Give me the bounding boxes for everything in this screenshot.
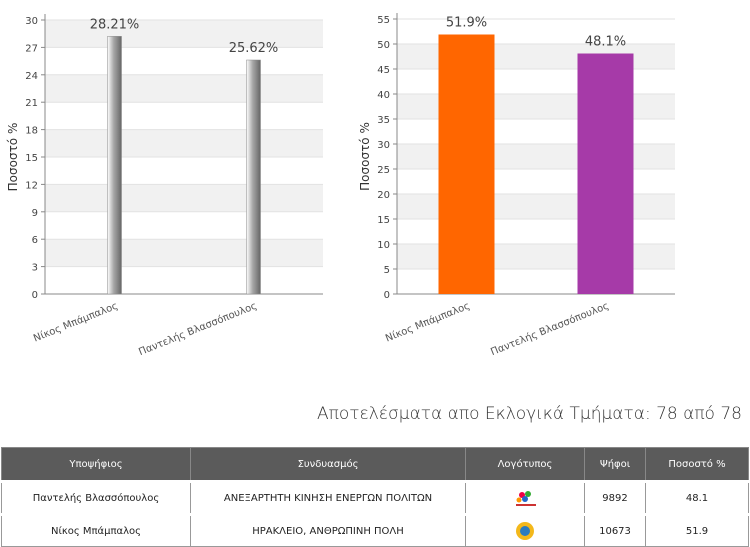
y-tick-label: 55 [377, 15, 390, 26]
y-tick-label: 21 [25, 98, 38, 109]
cell: 9892 [584, 480, 646, 515]
grid-band [45, 20, 323, 48]
y-axis-label: Ποσοστό % [6, 123, 20, 192]
data-label: 25.62% [229, 41, 279, 56]
grid-band [45, 74, 323, 103]
logo-cell [465, 513, 585, 547]
y-tick-label: 0 [32, 290, 38, 301]
data-label: 48.1% [585, 35, 626, 50]
logo-cell [465, 480, 585, 515]
cell: Νίκος Μπάμπαλος [1, 513, 191, 547]
results-table: Υποψήφιος Συνδυασμός Λογότυπος Ψήφοι Ποσ… [1, 447, 749, 547]
cell: Παντελής Βλασσόπουλος [1, 480, 191, 515]
charts: 0 3 6 9 12 15 18 21 24 27 30 Ποσοστό % 28.21% Νίκος Μ… [6, 13, 675, 358]
header-row: Υποψήφιος Συνδυασμός Λογότυπος Ψήφοι Ποσ… [1, 447, 749, 482]
y-tick-label: 10 [377, 240, 390, 251]
y-tick-label: 15 [25, 153, 38, 164]
table-row: Παντελής Βλασσόπουλος ΑΝΕΞΑΡΤΗΤΗ ΚΙΝΗΣΗ … [1, 480, 749, 515]
bar [438, 34, 495, 294]
x-tick-label: Παντελής Βλασσόπουλος [137, 300, 259, 358]
y-tick-label: 30 [377, 140, 390, 151]
y-tick-label: 24 [25, 71, 38, 82]
logo [516, 521, 534, 540]
table-row: Νίκος Μπάμπαλος ΗΡΑΚΛΕΙΟ, ΑΝΘΡΩΠΙΝΗ ΠΟΛΗ… [1, 513, 749, 547]
grid-band [45, 184, 323, 212]
column-header: Συνδυασμός [190, 447, 466, 482]
column-header: Ψήφοι [584, 447, 646, 482]
cell: 10673 [584, 513, 646, 547]
y-tick-label: 35 [377, 115, 390, 126]
logo [516, 490, 536, 506]
y-tick-label: 0 [384, 290, 390, 301]
y-tick-label: 3 [32, 263, 38, 274]
cell: ΑΝΕΞΑΡΤΗΤΗ ΚΙΝΗΣΗ ΕΝΕΡΓΩΝ ΠΟΛΙΤΩΝ [190, 480, 466, 515]
y-tick-label: 27 [25, 43, 38, 54]
grid-band [45, 129, 323, 157]
y-tick-label: 25 [377, 165, 390, 176]
y-tick-label: 12 [25, 180, 38, 191]
results-heading: Αποτελέσματα απο Εκλογικά Τμήματα: 78 απ… [317, 404, 742, 424]
y-tick-label: 6 [32, 235, 38, 246]
x-tick-label: Νίκος Μπάμπαλος [32, 300, 120, 345]
y-tick-label: 45 [377, 65, 390, 76]
x-tick-label: Παντελής Βλασσόπουλος [489, 300, 611, 358]
y-tick-label: 30 [25, 16, 38, 27]
cell: 48.1 [645, 480, 749, 515]
column-header: Λογότυπος [465, 447, 585, 482]
bar [577, 53, 634, 294]
y-tick-label: 50 [377, 40, 390, 51]
y-tick-label: 5 [384, 265, 390, 276]
cell: 51.9 [645, 513, 749, 547]
cell: ΗΡΑΚΛΕΙΟ, ΑΝΘΡΩΠΙΝΗ ΠΟΛΗ [190, 513, 466, 547]
grid-band [45, 239, 323, 267]
y-tick-label: 18 [25, 126, 38, 137]
page: 0 3 6 9 12 15 18 21 24 27 30 Ποσοστό % 28.21% Νίκος Μ… [1, 13, 749, 547]
y-axis-label: Ποσοστό % [358, 122, 372, 191]
data-label: 28.21% [90, 17, 140, 32]
y-tick-label: 15 [377, 215, 390, 226]
y-tick-label: 9 [32, 208, 38, 219]
bar [107, 36, 122, 295]
data-label: 51.9% [446, 16, 487, 31]
y-tick-label: 20 [377, 190, 390, 201]
bar [246, 59, 261, 295]
column-header: Υποψήφιος [1, 447, 191, 482]
x-tick-label: Νίκος Μπάμπαλος [384, 300, 472, 345]
column-header: Ποσοστό % [645, 447, 749, 482]
y-tick-label: 40 [377, 90, 390, 101]
